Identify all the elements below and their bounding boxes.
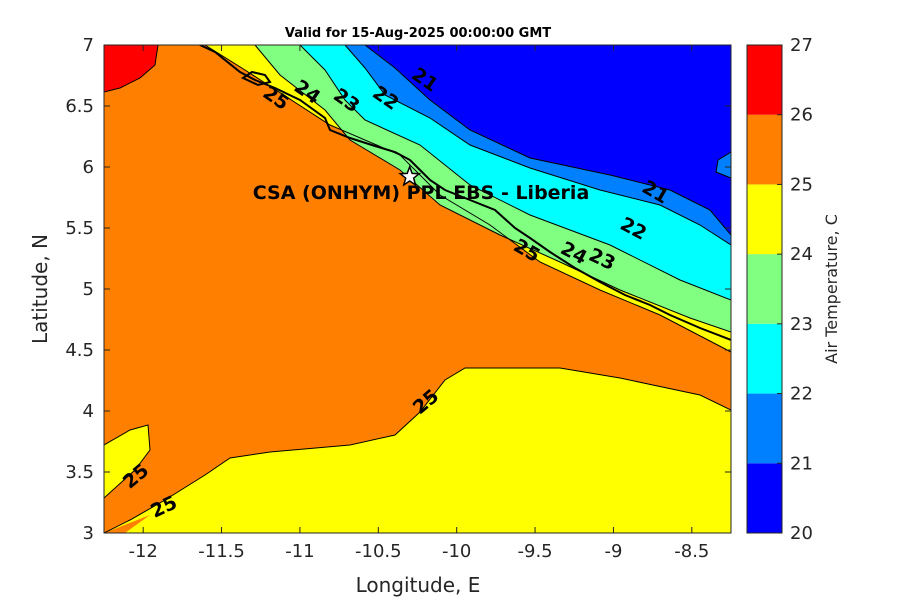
- y-tick-label: 6.5: [65, 96, 94, 117]
- colorbar-tick-label: 26: [790, 105, 813, 126]
- colorbar-tick-label: 23: [790, 314, 813, 335]
- colorbar-tick-label: 25: [790, 174, 813, 195]
- colorbar-frame: [746, 44, 783, 534]
- y-tick-label: 5: [83, 279, 94, 300]
- coastline: [199, 45, 731, 341]
- colorbar-swatch: [747, 393, 782, 464]
- temperature-band-21: [345, 45, 731, 245]
- y-tick-label: 7: [83, 35, 94, 56]
- x-tick-label: -9.5: [518, 541, 553, 562]
- colorbar-swatch: [747, 254, 782, 324]
- contour-lines: [104, 45, 731, 533]
- y-tick-label: 5.5: [65, 218, 94, 239]
- y-tick-label: 3: [83, 523, 94, 544]
- star-icon: [398, 164, 422, 187]
- colorbar-swatch: [747, 45, 782, 115]
- y-tick-label: 3.5: [65, 462, 94, 483]
- x-axis-ticks: -12 -11.5 -11 -10.5 -10 -9.5 -9 -8.5: [128, 45, 709, 562]
- colorbar-swatch: [747, 184, 782, 255]
- colorbar-swatch: [747, 323, 782, 394]
- colorbar-label: Air Temperature, C: [822, 214, 841, 364]
- figure-title: Valid for 15-Aug-2025 00:00:00 GMT: [285, 26, 551, 41]
- x-tick-label: -8.5: [674, 541, 709, 562]
- temperature-band-23: [255, 45, 731, 332]
- x-tick-label: -11.5: [198, 541, 245, 562]
- x-tick-label: -12: [128, 541, 157, 562]
- colorbar-swatch: [747, 463, 782, 533]
- temperature-band-26: [104, 45, 158, 92]
- colorbar-tick-label: 22: [790, 384, 813, 405]
- temperature-band-21-blob: [716, 152, 731, 178]
- x-tick-label: -10.5: [355, 541, 402, 562]
- temperature-band-25: [104, 45, 731, 533]
- x-axis-label: Longitude, E: [356, 573, 481, 597]
- colorbar-tick-label: 20: [790, 523, 813, 544]
- colorbar-swatch: [747, 114, 782, 185]
- colorbar: 20 21 22 23 24 25 26 27 Air Temperature, C: [746, 35, 841, 544]
- colorbar-tick-label: 21: [790, 453, 813, 474]
- temperature-band-20: [365, 45, 731, 235]
- x-tick-label: -11: [285, 541, 314, 562]
- y-tick-label: 4.5: [65, 340, 94, 361]
- colorbar-tick-label: 24: [790, 244, 813, 265]
- site-marker: CSA (ONHYM) PPL EBS - Liberia: [253, 164, 590, 204]
- x-tick-label: -10: [442, 541, 471, 562]
- y-axis-ticks: 3 3.5 4 4.5 5 5.5 6 6.5 7: [65, 35, 731, 544]
- y-tick-label: 4: [83, 401, 94, 422]
- x-tick-label: -9: [604, 541, 622, 562]
- colorbar-tick-label: 27: [790, 35, 813, 56]
- y-axis-label: Latitude, N: [28, 234, 52, 344]
- temperature-band-22: [300, 45, 731, 300]
- site-label: CSA (ONHYM) PPL EBS - Liberia: [253, 182, 590, 204]
- temperature-band-25-corner: [104, 515, 150, 533]
- y-tick-label: 6: [83, 157, 94, 178]
